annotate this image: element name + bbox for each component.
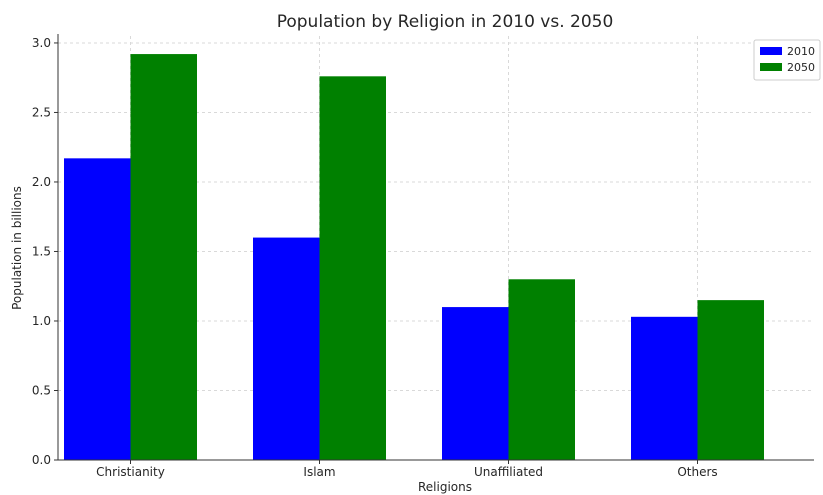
- y-tick-label: 0.0: [32, 453, 51, 467]
- x-axis-label: Religions: [418, 480, 472, 494]
- y-tick-label: 2.0: [32, 175, 51, 189]
- axes-layer: [57, 34, 814, 461]
- bar-2010-unaffiliated: [442, 307, 509, 460]
- legend-label-2010: 2010: [787, 45, 815, 58]
- x-tick-label: Unaffiliated: [474, 465, 543, 479]
- y-tick-label: 1.5: [32, 244, 51, 258]
- ticks-layer: 0.0 0.5 1.0 1.5 2.0 2.5 3.0 Christianity Islam Un…: [32, 36, 718, 479]
- x-tick-label: Islam: [303, 465, 335, 479]
- y-tick-label: 0.5: [32, 383, 51, 397]
- bar-2010-islam: [253, 237, 320, 460]
- y-tick-label: 2.5: [32, 105, 51, 119]
- legend-swatch-2050: [760, 63, 782, 71]
- y-tick-label: 1.0: [32, 314, 51, 328]
- bars-layer: [64, 54, 764, 461]
- bar-2050-islam: [319, 76, 386, 460]
- y-axis-label: Population in billions: [10, 186, 24, 310]
- y-tick-label: 3.0: [32, 36, 51, 50]
- x-tick-label: Others: [677, 465, 717, 479]
- bar-2050-christianity: [130, 54, 197, 460]
- bar-2050-others: [697, 300, 764, 460]
- bar-2050-unaffiliated: [508, 279, 575, 460]
- x-tick-label: Christianity: [96, 465, 165, 479]
- legend-swatch-2010: [760, 47, 782, 55]
- legend: 2010 2050: [753, 39, 821, 81]
- legend-label-2050: 2050: [787, 61, 815, 74]
- chart-title: Population by Religion in 2010 vs. 2050: [277, 12, 614, 32]
- bar-2010-christianity: [64, 158, 131, 461]
- bar-2010-others: [631, 316, 698, 460]
